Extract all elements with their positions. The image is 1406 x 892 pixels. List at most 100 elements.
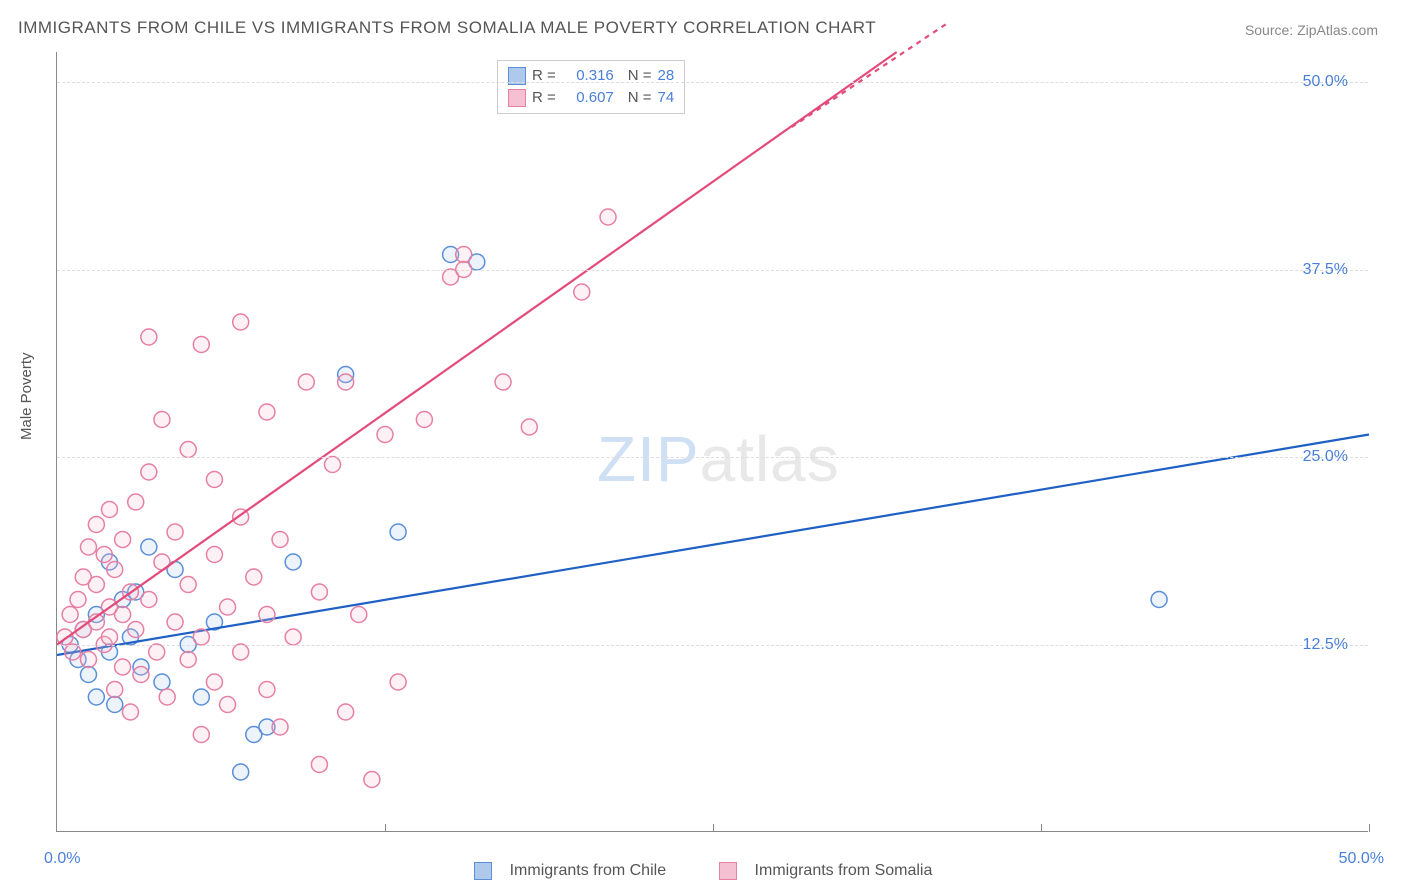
trend-line: [57, 435, 1369, 656]
data-point: [390, 524, 406, 540]
data-point: [65, 644, 81, 660]
x-tick: [1369, 824, 1370, 832]
r-value: 0.607: [562, 87, 614, 109]
data-point: [141, 539, 157, 555]
legend-row: R = 0.316 N = 28: [508, 65, 674, 87]
legend-item-somalia: Immigrants from Somalia: [707, 862, 945, 879]
data-point: [141, 464, 157, 480]
data-point: [521, 419, 537, 435]
data-point: [193, 689, 209, 705]
y-axis-label: Male Poverty: [18, 352, 35, 440]
n-label: N =: [628, 65, 652, 87]
data-point: [298, 374, 314, 390]
data-point: [325, 457, 341, 473]
data-point: [351, 607, 367, 623]
data-point: [259, 607, 275, 623]
data-point: [180, 577, 196, 593]
legend-label-chile: Immigrants from Chile: [510, 862, 666, 879]
data-point: [246, 569, 262, 585]
source-attribution: Source: ZipAtlas.com: [1245, 22, 1378, 38]
y-tick-label: 25.0%: [1303, 448, 1348, 466]
data-point: [101, 502, 117, 518]
data-point: [149, 644, 165, 660]
data-point: [220, 599, 236, 615]
data-point: [122, 704, 138, 720]
data-point: [88, 689, 104, 705]
trend-line: [57, 52, 897, 645]
legend-swatch: [508, 89, 526, 107]
legend-series: Immigrants from Chile Immigrants from So…: [0, 862, 1406, 880]
legend-correlation: R = 0.316 N = 28 R = 0.607 N = 74: [497, 60, 685, 114]
data-point: [390, 674, 406, 690]
data-point: [206, 547, 222, 563]
data-point: [167, 614, 183, 630]
source-label: Source:: [1245, 22, 1297, 38]
data-point: [96, 547, 112, 563]
chart-svg: [57, 52, 1368, 831]
r-label: R =: [532, 65, 556, 87]
gridline: [57, 270, 1368, 271]
chart-title: IMMIGRANTS FROM CHILE VS IMMIGRANTS FROM…: [18, 18, 876, 38]
y-tick-label: 37.5%: [1303, 261, 1348, 279]
data-point: [574, 284, 590, 300]
data-point: [285, 629, 301, 645]
x-tick: [1041, 824, 1042, 832]
data-point: [377, 427, 393, 443]
data-point: [62, 607, 78, 623]
x-min-label: 0.0%: [44, 850, 80, 868]
data-point: [107, 562, 123, 578]
data-point: [233, 314, 249, 330]
legend-item-chile: Immigrants from Chile: [462, 862, 683, 879]
swatch-somalia: [719, 862, 737, 880]
r-label: R =: [532, 87, 556, 109]
legend-label-somalia: Immigrants from Somalia: [755, 862, 933, 879]
data-point: [193, 727, 209, 743]
data-point: [272, 532, 288, 548]
data-point: [233, 644, 249, 660]
source-name: ZipAtlas.com: [1297, 22, 1378, 38]
data-point: [456, 247, 472, 263]
y-tick-label: 12.5%: [1303, 636, 1348, 654]
gridline: [57, 457, 1368, 458]
data-point: [311, 757, 327, 773]
data-point: [206, 674, 222, 690]
data-point: [128, 622, 144, 638]
data-point: [206, 472, 222, 488]
data-point: [80, 652, 96, 668]
data-point: [167, 524, 183, 540]
data-point: [141, 592, 157, 608]
data-point: [180, 442, 196, 458]
data-point: [154, 412, 170, 428]
data-point: [220, 697, 236, 713]
data-point: [115, 532, 131, 548]
x-tick: [713, 824, 714, 832]
data-point: [101, 629, 117, 645]
data-point: [154, 674, 170, 690]
data-point: [311, 584, 327, 600]
data-point: [107, 682, 123, 698]
data-point: [128, 494, 144, 510]
data-point: [193, 337, 209, 353]
data-point: [233, 764, 249, 780]
data-point: [115, 659, 131, 675]
data-point: [115, 607, 131, 623]
data-point: [272, 719, 288, 735]
data-point: [495, 374, 511, 390]
gridline: [57, 82, 1368, 83]
data-point: [88, 517, 104, 533]
n-label: N =: [628, 87, 652, 109]
x-tick: [385, 824, 386, 832]
data-point: [259, 404, 275, 420]
data-point: [70, 592, 86, 608]
data-point: [259, 682, 275, 698]
data-point: [80, 667, 96, 683]
n-value: 28: [658, 65, 675, 87]
x-max-label: 50.0%: [1339, 850, 1384, 868]
data-point: [141, 329, 157, 345]
n-value: 74: [658, 87, 675, 109]
data-point: [133, 667, 149, 683]
r-value: 0.316: [562, 65, 614, 87]
data-point: [107, 697, 123, 713]
data-point: [285, 554, 301, 570]
data-point: [180, 652, 196, 668]
